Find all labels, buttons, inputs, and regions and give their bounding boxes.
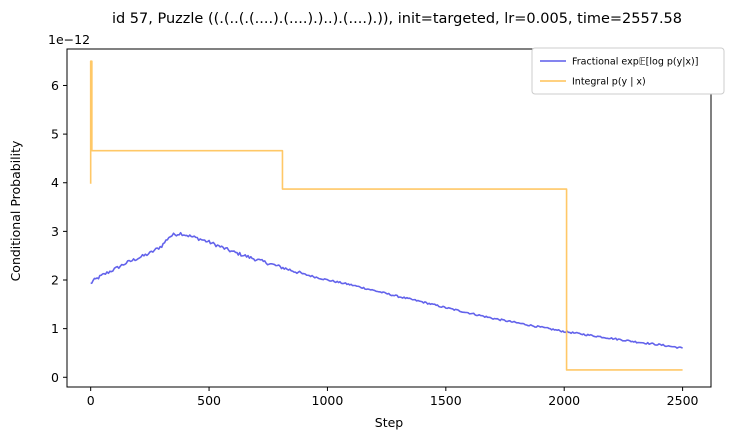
x-tick-label: 0 xyxy=(87,393,95,408)
y-tick-label: 4 xyxy=(51,175,59,190)
legend-label-integral: Integral p(y | x) xyxy=(572,77,646,88)
y-tick-label: 5 xyxy=(51,127,59,142)
plot-frame xyxy=(66,48,712,388)
series-line-integral xyxy=(89,60,683,371)
y-tick-label: 3 xyxy=(51,224,59,239)
legend: Fractional exp𝔼[log p(y|x)] Integral p(y… xyxy=(531,47,725,95)
x-tick-label: 2500 xyxy=(667,393,699,408)
x-axis-label: Step xyxy=(375,415,404,430)
y-axis-offset-label: 1e−12 xyxy=(48,32,90,47)
y-tick-label: 0 xyxy=(51,370,59,385)
chart-title: id 57, Puzzle ((.(..(.(....).(....).)..)… xyxy=(112,11,682,27)
x-tick-label: 500 xyxy=(197,393,221,408)
x-tick-label: 1000 xyxy=(312,393,344,408)
y-tick-label: 6 xyxy=(51,78,59,93)
series-layer xyxy=(89,60,683,371)
x-tick-label: 2000 xyxy=(548,393,580,408)
y-tick-label: 1 xyxy=(51,321,59,336)
y-axis-label: Conditional Probability xyxy=(8,140,23,281)
legend-label-fractional: Fractional exp𝔼[log p(y|x)] xyxy=(572,57,698,68)
series-line-fractional xyxy=(90,231,683,349)
axes-ticks: 0 500 1000 1500 2000 2500 0 1 2 3 4 5 6 xyxy=(51,78,698,408)
legend-box xyxy=(531,47,725,95)
y-tick-label: 2 xyxy=(51,273,59,288)
x-tick-label: 1500 xyxy=(430,393,462,408)
